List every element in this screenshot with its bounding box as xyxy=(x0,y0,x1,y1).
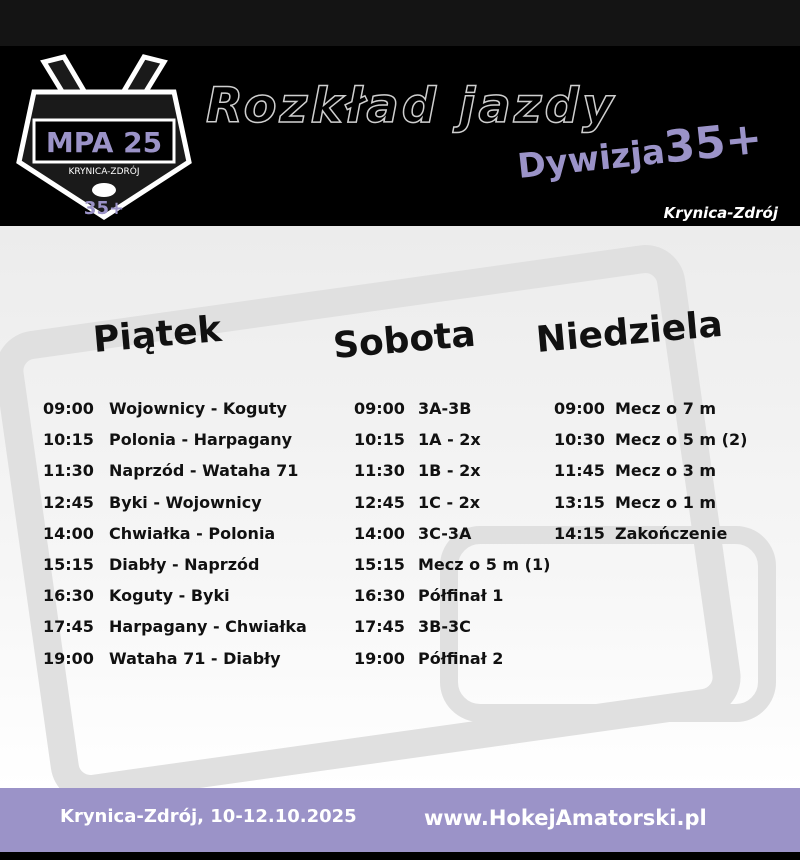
schedule-saturday: 09:00 3A-3B 10:15 1A - 2x 11:30 1B - 2x 12:45 1… xyxy=(354,399,550,680)
match-time: 09:00 xyxy=(354,399,405,418)
match-row: 16:30 Półfinał 1 xyxy=(354,586,550,617)
match-label: 1C - 2x xyxy=(418,492,481,512)
match-time: 10:15 xyxy=(354,430,405,450)
match-row: 16:30 Koguty - Byki xyxy=(43,586,307,617)
match-time: 16:30 xyxy=(43,586,94,606)
match-label: 3A-3B xyxy=(418,399,472,418)
top-bar xyxy=(0,0,800,46)
match-label: 3C-3A xyxy=(418,523,472,543)
schedule-friday: 09:00 Wojownicy - Koguty 10:15 Polonia - Ha… xyxy=(43,399,307,680)
match-time: 19:00 xyxy=(354,648,405,668)
bottom-bar xyxy=(0,852,800,860)
schedule-body xyxy=(0,226,800,788)
watermark-stick xyxy=(440,526,776,722)
match-label: Wataha 71 - Diabły xyxy=(109,648,281,668)
match-time: 17:45 xyxy=(354,617,405,637)
logo-subtitle: KRYNICA-ZDRÓJ xyxy=(68,165,139,177)
match-time: 09:00 xyxy=(43,399,94,418)
match-row: 15:15 Mecz o 5 m (1) xyxy=(354,555,550,586)
match-time: 15:15 xyxy=(43,554,94,574)
match-time: 13:15 xyxy=(554,492,605,512)
match-row: 11:45 Mecz o 3 m xyxy=(554,461,747,492)
match-time: 10:30 xyxy=(554,430,605,450)
match-time: 17:45 xyxy=(43,617,94,637)
footer xyxy=(0,788,800,852)
match-time: 14:15 xyxy=(554,523,605,543)
match-row: 11:30 1B - 2x xyxy=(354,461,550,492)
footer-place-dates: Krynica-Zdrój, 10-12.10.2025 xyxy=(60,806,357,827)
match-label: Mecz o 3 m xyxy=(615,461,717,481)
match-row: 10:15 1A - 2x xyxy=(354,430,550,461)
match-row: 12:45 Byki - Wojownicy xyxy=(43,493,307,524)
match-row: 09:00 3A-3B xyxy=(354,399,550,430)
match-label: Półfinał 1 xyxy=(418,586,504,606)
match-label: Naprzód - Wataha 71 xyxy=(109,461,299,481)
match-row: 17:45 Harpagany - Chwiałka xyxy=(43,617,307,648)
match-time: 11:30 xyxy=(354,461,405,481)
match-row: 13:15 Mecz o 1 m xyxy=(554,493,747,524)
logo-badge: 35+ xyxy=(84,198,124,219)
match-label: Diabły - Naprzód xyxy=(109,554,260,574)
page-title: Rozkład jazdy xyxy=(205,77,617,135)
match-row: 09:00 Mecz o 7 m xyxy=(554,399,747,430)
match-row: 12:45 1C - 2x xyxy=(354,493,550,524)
match-row: 09:00 Wojownicy - Koguty xyxy=(43,399,307,430)
match-label: Zakończenie xyxy=(615,523,728,543)
logo-text: MPA 25 xyxy=(46,126,162,159)
match-time: 12:45 xyxy=(43,492,94,512)
match-time: 15:15 xyxy=(354,554,405,574)
division-number: 35+ xyxy=(661,112,765,174)
match-row: 11:30 Naprzód - Wataha 71 xyxy=(43,461,307,492)
match-row: 14:00 3C-3A xyxy=(354,524,550,555)
match-time: 09:00 xyxy=(554,399,605,418)
tournament-logo: MPA 25 KRYNICA-ZDRÓJ 35+ xyxy=(16,54,192,220)
match-time: 14:00 xyxy=(354,523,405,543)
match-label: Koguty - Byki xyxy=(109,586,230,606)
match-label: 1B - 2x xyxy=(418,461,481,481)
match-row: 19:00 Półfinał 2 xyxy=(354,649,550,680)
match-row: 19:00 Wataha 71 - Diabły xyxy=(43,649,307,680)
schedule-sunday: 09:00 Mecz o 7 m 10:30 Mecz o 5 m (2) 11:45 M… xyxy=(554,399,747,555)
match-row: 15:15 Diabły - Naprzód xyxy=(43,555,307,586)
match-row: 17:45 3B-3C xyxy=(354,617,550,648)
match-time: 11:45 xyxy=(554,461,605,481)
match-time: 19:00 xyxy=(43,648,94,668)
match-label: Półfinał 2 xyxy=(418,648,504,668)
match-label: 1A - 2x xyxy=(418,430,481,450)
footer-website-link[interactable]: www.HokejAmatorski.pl xyxy=(424,806,707,830)
match-row: 14:00 Chwiałka - Polonia xyxy=(43,524,307,555)
header-city: Krynica-Zdrój xyxy=(663,204,778,222)
match-time: 12:45 xyxy=(354,492,405,512)
match-row: 10:15 Polonia - Harpagany xyxy=(43,430,307,461)
match-label: Mecz o 5 m (2) xyxy=(615,430,748,450)
match-label: Mecz o 5 m (1) xyxy=(418,554,551,574)
match-label: Chwiałka - Polonia xyxy=(109,523,276,543)
match-label: Mecz o 1 m xyxy=(615,492,717,512)
match-time: 11:30 xyxy=(43,461,94,481)
match-label: Polonia - Harpagany xyxy=(109,430,293,450)
match-label: Byki - Wojownicy xyxy=(109,492,262,512)
match-row: 14:15 Zakończenie xyxy=(554,524,747,555)
match-time: 14:00 xyxy=(43,523,94,543)
match-label: Harpagany - Chwiałka xyxy=(109,617,307,637)
match-label: 3B-3C xyxy=(418,617,471,637)
match-time: 16:30 xyxy=(354,586,405,606)
match-label: Wojownicy - Koguty xyxy=(109,399,287,418)
match-label: Mecz o 7 m xyxy=(615,399,717,418)
match-row: 10:30 Mecz o 5 m (2) xyxy=(554,430,747,461)
match-time: 10:15 xyxy=(43,430,94,450)
